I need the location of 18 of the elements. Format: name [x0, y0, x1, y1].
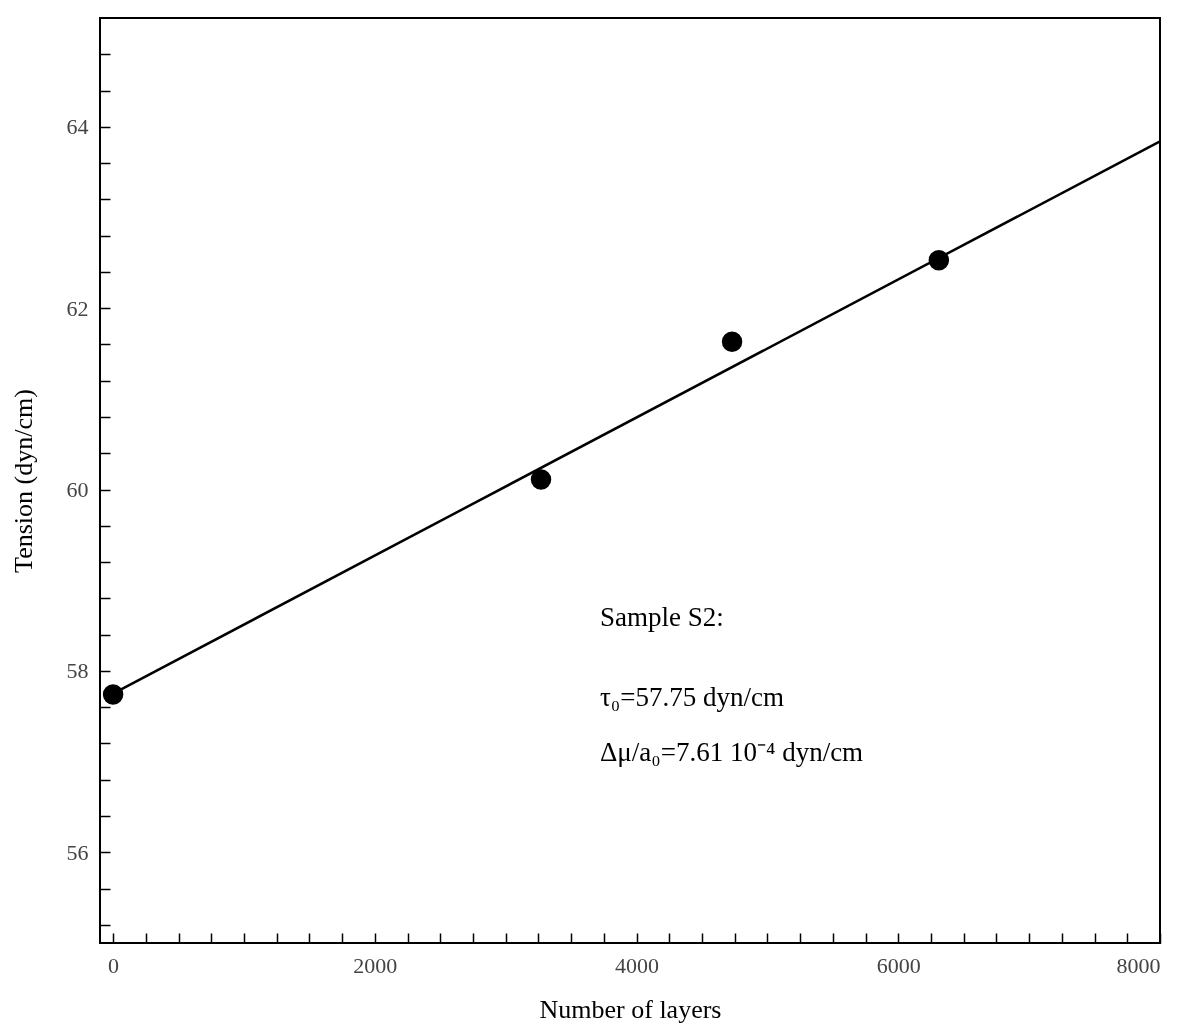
y-tick-label: 64	[66, 114, 89, 140]
x-tick-label: 6000	[876, 952, 921, 978]
y-tick-label: 58	[66, 658, 89, 684]
annotation: τ₀=57.75 dyn/cm	[600, 682, 784, 712]
x-tick-label: 2000	[353, 952, 398, 978]
x-tick-label: 0	[108, 952, 120, 978]
annotation: Sample S2:	[600, 602, 724, 632]
point	[530, 469, 552, 490]
x-axis-title: Number of layers	[539, 994, 722, 1024]
point	[721, 331, 743, 352]
x-tick-label: 4000	[615, 952, 660, 978]
y-axis-title: Tension (dyn/cm)	[8, 389, 38, 573]
y-tick-label: 56	[66, 839, 89, 865]
x-tick-label: 8000	[1116, 952, 1161, 978]
point	[102, 684, 124, 705]
annotation: Δμ/a₀=7.61 10⁻⁴ dyn/cm	[600, 737, 864, 767]
y-tick-label: 60	[66, 477, 89, 503]
y-tick-label: 62	[66, 295, 89, 321]
